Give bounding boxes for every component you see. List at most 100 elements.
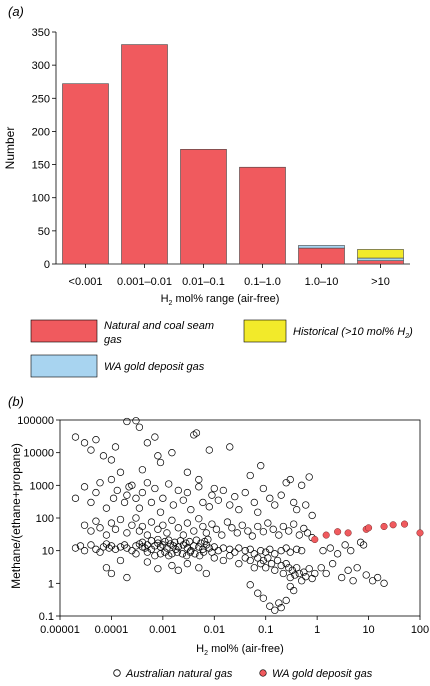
panel-b-xlabel: H2 mol% (air-free): [196, 643, 284, 657]
australian-gas-point: [271, 501, 279, 509]
australian-gas-point: [344, 566, 352, 574]
australian-gas-point: [161, 537, 169, 546]
legend-swatch-wa-gold: [30, 354, 98, 378]
australian-gas-point: [282, 544, 290, 552]
australian-gas-point: [317, 564, 325, 572]
australian-gas-point: [259, 528, 268, 536]
australian-gas-point: [159, 494, 167, 502]
wa-gold-point: [380, 522, 388, 531]
b-y-tick-label: 100000: [17, 415, 54, 427]
australian-gas-point: [147, 537, 156, 545]
bar-5-series-2: [357, 249, 404, 259]
australian-gas-point: [290, 520, 298, 528]
australian-gas-point: [87, 527, 95, 535]
panel-a-x-axis: <0.001 0.001–0.01 0.01–0.1 0.1–1.0 1.0–10 >10: [69, 264, 390, 288]
panel-b-y-axis: 0.1 1 10 100 1000 10000 100000: [17, 415, 60, 623]
legend-marker-australian-gas: [113, 669, 121, 677]
australian-gas-point: [286, 548, 294, 556]
australian-gas-point: [241, 547, 249, 555]
australian-gas-point: [195, 515, 203, 523]
australian-gas-point: [266, 602, 274, 610]
bar-4-series-1: [298, 245, 345, 249]
bar-0-series-0: [62, 83, 109, 265]
australian-gas-point: [128, 521, 136, 529]
a-y-tick-label: 300: [32, 60, 50, 72]
australian-gas-point: [241, 488, 249, 497]
australian-gas-point: [143, 558, 152, 566]
a-y-tick-label: 200: [32, 126, 50, 138]
australian-gas-point: [92, 517, 100, 525]
australian-gas-point: [185, 537, 194, 546]
australian-gas-point: [102, 564, 111, 572]
australian-gas-point: [92, 488, 100, 497]
australian-gas-point: [259, 556, 268, 565]
australian-gas-point: [187, 506, 195, 514]
wa-gold-point: [400, 520, 409, 528]
wa-gold-point: [334, 528, 342, 536]
australian-gas-point: [266, 545, 274, 553]
australian-gas-point: [197, 539, 205, 547]
australian-gas-point: [168, 449, 176, 457]
australian-gas-point: [210, 543, 218, 551]
legend-label-historical: Historical (>10 mol% H2): [293, 326, 413, 340]
australian-gas-point: [223, 518, 232, 526]
australian-gas-point: [174, 486, 182, 495]
australian-gas-point: [151, 433, 159, 441]
australian-gas-point: [87, 541, 95, 549]
australian-gas-point: [205, 503, 213, 511]
australian-gas-point: [322, 569, 330, 578]
b-y-tick-label: 100: [36, 513, 54, 525]
panel-a-bars: [62, 44, 404, 265]
australian-gas-point: [87, 498, 95, 507]
australian-gas-point: [235, 560, 243, 568]
australian-gas-point: [349, 577, 357, 585]
australian-gas-point: [246, 581, 254, 589]
australian-gas-point: [169, 501, 178, 509]
australian-gas-point: [80, 439, 89, 447]
panel-b-ylabel: Methane/(ethane+propane): [9, 443, 23, 589]
australian-gas-point: [120, 498, 129, 507]
australian-gas-point: [92, 436, 100, 444]
australian-gas-point: [205, 544, 213, 552]
australian-gas-point: [71, 433, 80, 441]
b-x-tick-label: 0.01: [204, 624, 225, 636]
australian-gas-point: [123, 544, 131, 552]
australian-gas-point: [96, 548, 104, 556]
australian-gas-point: [291, 571, 299, 579]
australian-gas-point: [192, 536, 201, 544]
australian-gas-point: [174, 524, 182, 532]
australian-gas-point: [183, 519, 192, 527]
australian-gas-point: [235, 506, 243, 514]
australian-gas-point: [102, 540, 111, 548]
australian-gas-point: [168, 561, 176, 570]
australian-gas-point: [214, 496, 223, 504]
australian-gas-point: [123, 529, 131, 537]
wa-gold-point: [416, 529, 424, 537]
australian-gas-point: [231, 548, 239, 556]
australian-gas-point: [92, 545, 100, 553]
australian-gas-point: [179, 496, 187, 504]
australian-gas-point: [298, 577, 306, 585]
australian-gas-point: [285, 527, 293, 535]
australian-gas-point: [80, 483, 89, 491]
b-x-tick-label: 1: [314, 624, 320, 636]
panel-b-legend: Australian natural gas WA gold deposit g…: [113, 668, 373, 680]
australian-gas-point: [156, 550, 165, 558]
australian-gas-point: [173, 548, 181, 556]
panel-b-x-axis: 0.00001 0.0001 0.001 0.01 0.1 1 10 100: [40, 616, 429, 636]
australian-gas-point: [210, 484, 218, 493]
bar-2-series-0: [180, 149, 227, 265]
australian-gas-point: [135, 423, 144, 431]
australian-gas-point: [269, 525, 277, 533]
australian-gas-point: [246, 471, 254, 480]
australian-gas-point: [147, 498, 156, 507]
australian-gas-point: [135, 504, 144, 512]
australian-gas-point: [71, 494, 80, 502]
australian-gas-point: [174, 566, 182, 574]
australian-gas-point: [156, 458, 165, 467]
australian-gas-point: [199, 522, 207, 531]
australian-gas-point: [214, 547, 223, 555]
panel-a-label: (a): [8, 4, 24, 19]
australian-gas-point: [328, 560, 337, 568]
australian-gas-point: [300, 568, 308, 576]
